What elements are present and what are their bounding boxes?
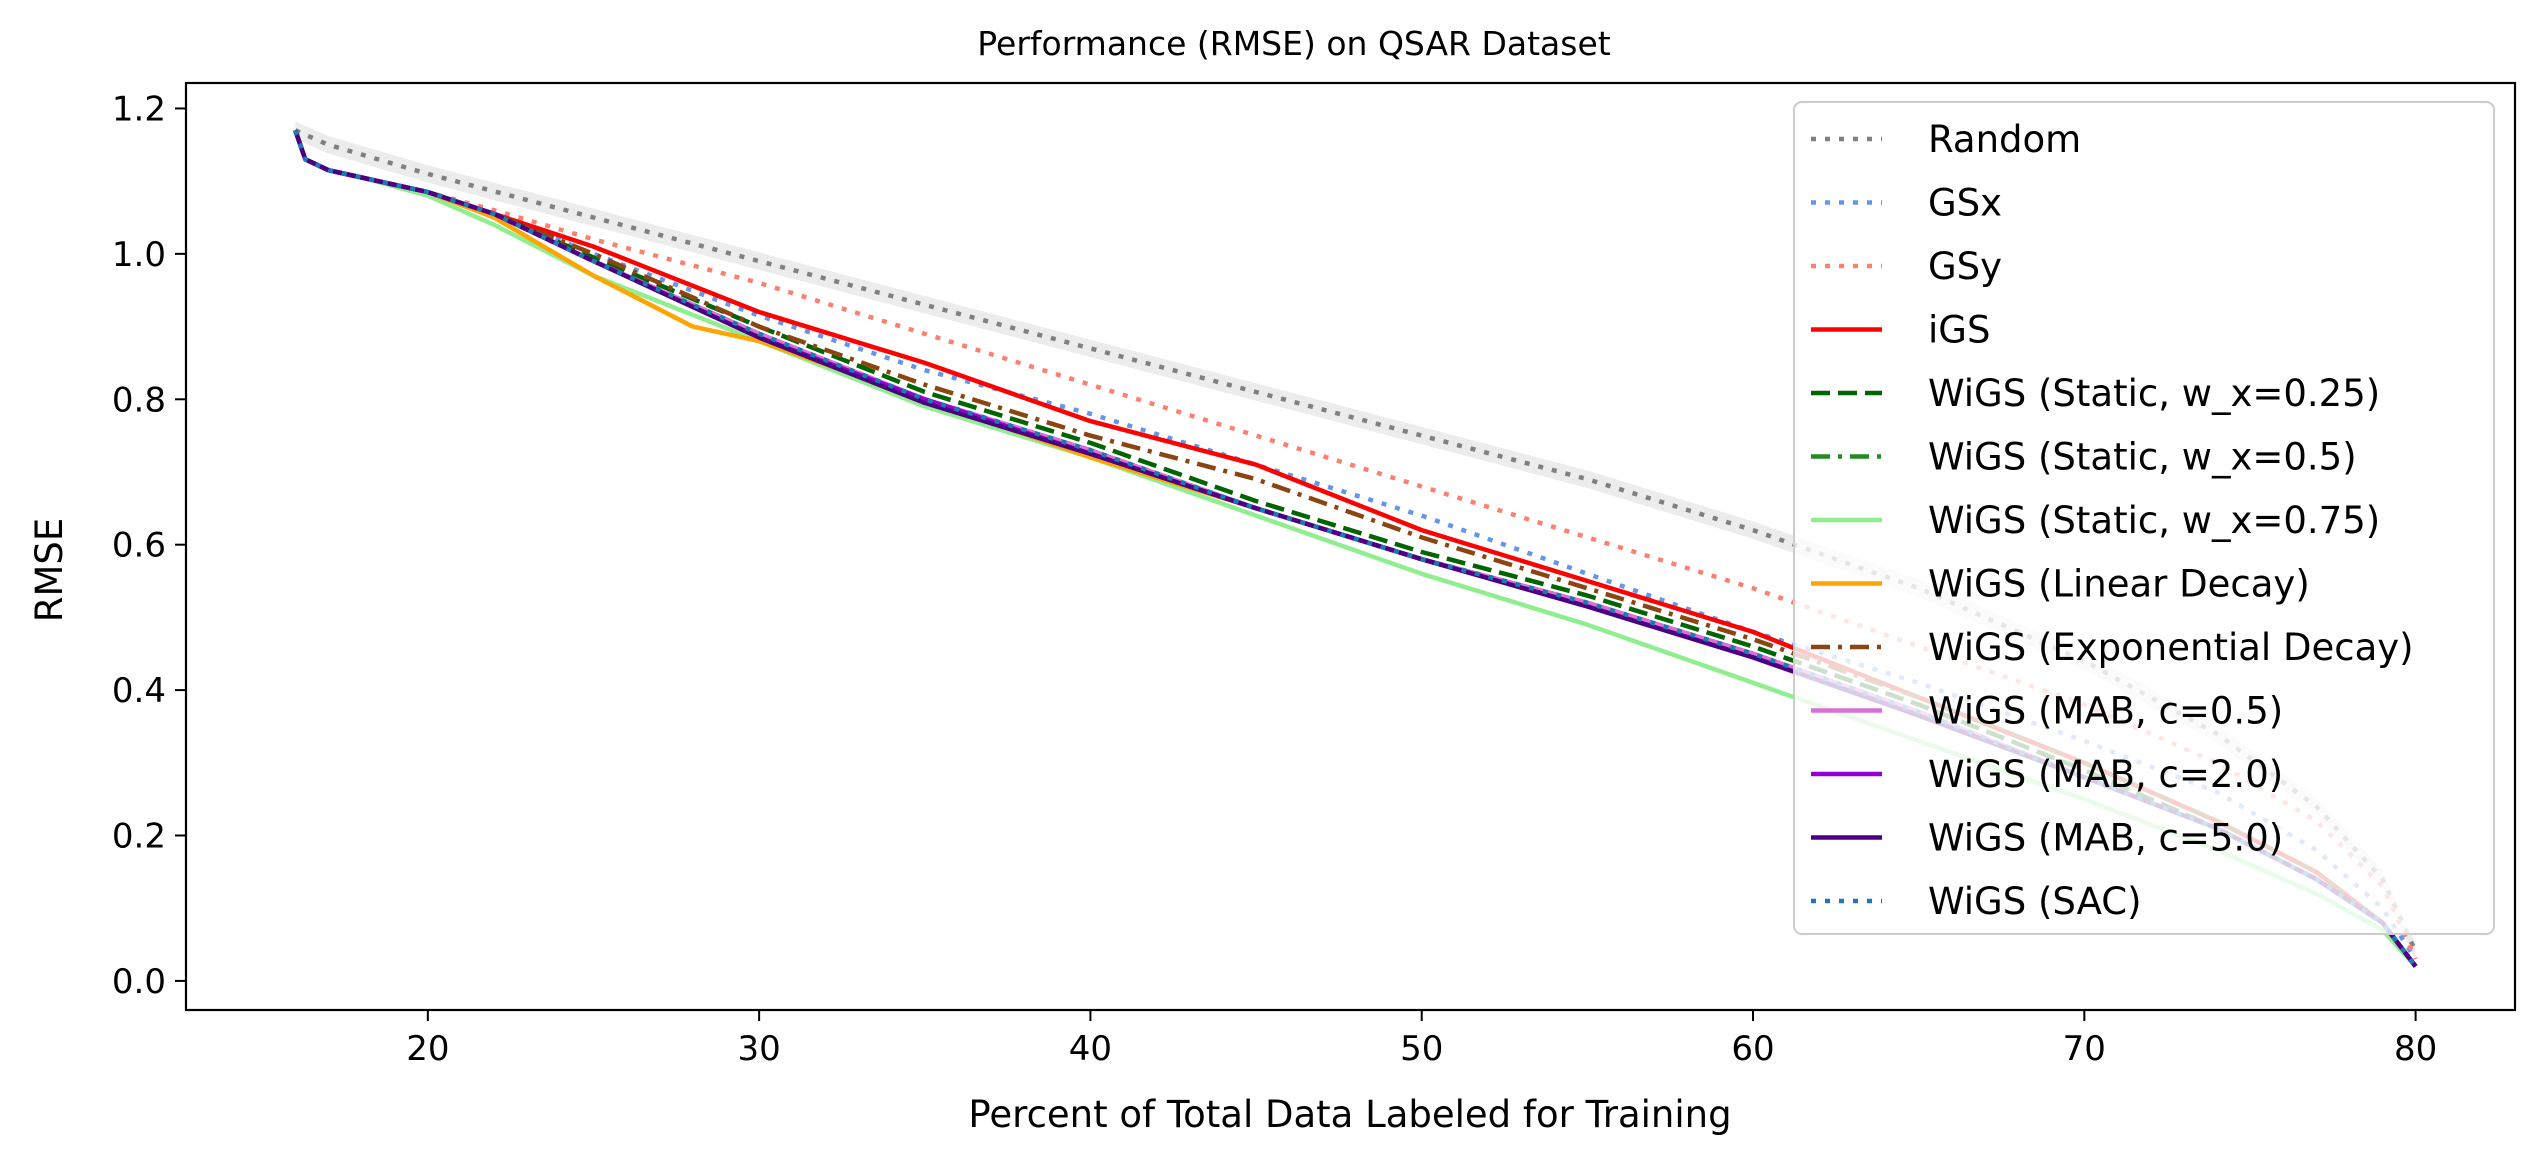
legend: Random GSx GSy iGS WiGS (Static, w_x=0.25) Wi… (1793, 101, 2495, 935)
y-tick-label: 0.4 (112, 671, 166, 711)
legend-label-wigs-mab-c-5-0: WiGS (MAB, c=5.0) (1928, 817, 2283, 860)
legend-label-wigs-mab-c-2-0: WiGS (MAB, c=2.0) (1928, 753, 2283, 796)
legend-label-wigs-static-w-x-0-75: WiGS (Static, w_x=0.75) (1928, 499, 2380, 542)
x-tick-label: 80 (2394, 1029, 2437, 1069)
legend-label-gsx: GSx (1928, 182, 2002, 225)
chart-title: Performance (RMSE) on QSAR Dataset (977, 24, 1610, 63)
x-tick-label: 40 (1069, 1029, 1112, 1069)
legend-label-wigs-linear-decay: WiGS (Linear Decay) (1928, 563, 2310, 606)
plot-frame (184, 81, 2517, 1012)
legend-label-wigs-sac: WiGS (SAC) (1928, 880, 2142, 923)
series-line-wigs-sac (293, 129, 2418, 968)
x-tick-label: 70 (2063, 1029, 2106, 1069)
x-axis-label: Percent of Total Data Labeled for Traini… (968, 1093, 1731, 1136)
legend-label-wigs-static-w-x-0-25: WiGS (Static, w_x=0.25) (1928, 372, 2380, 415)
x-tick-label: 20 (406, 1029, 449, 1069)
x-tick-label: 30 (738, 1029, 781, 1069)
x-tick-label: 60 (1731, 1029, 1774, 1069)
legend-label-wigs-mab-c-0-5: WiGS (MAB, c=0.5) (1928, 690, 2283, 733)
legend-label-random: Random (1928, 118, 2081, 161)
legend-label-wigs-exponential-decay: WiGS (Exponential Decay) (1928, 626, 2414, 669)
y-tick-label: 0.0 (112, 962, 166, 1002)
y-tick-label: 0.2 (112, 817, 166, 857)
y-tick-label: 1.2 (112, 89, 166, 129)
axes: 20 30 40 50 60 70 80 0.0 0.2 0.4 0.6 0.8 1.0 1.2 (112, 81, 2517, 1069)
y-tick-label: 0.6 (112, 526, 166, 566)
legend-label-igs: iGS (1928, 309, 1990, 352)
legend-box (1793, 101, 2495, 935)
legend-label-wigs-static-w-x-0-5: WiGS (Static, w_x=0.5) (1928, 436, 2357, 479)
y-tick-label: 0.8 (112, 380, 166, 420)
y-tick-label: 1.0 (112, 235, 166, 275)
legend-label-gsy: GSy (1928, 245, 2002, 288)
y-axis-label: RMSE (28, 518, 71, 623)
x-tick-label: 50 (1400, 1029, 1443, 1069)
